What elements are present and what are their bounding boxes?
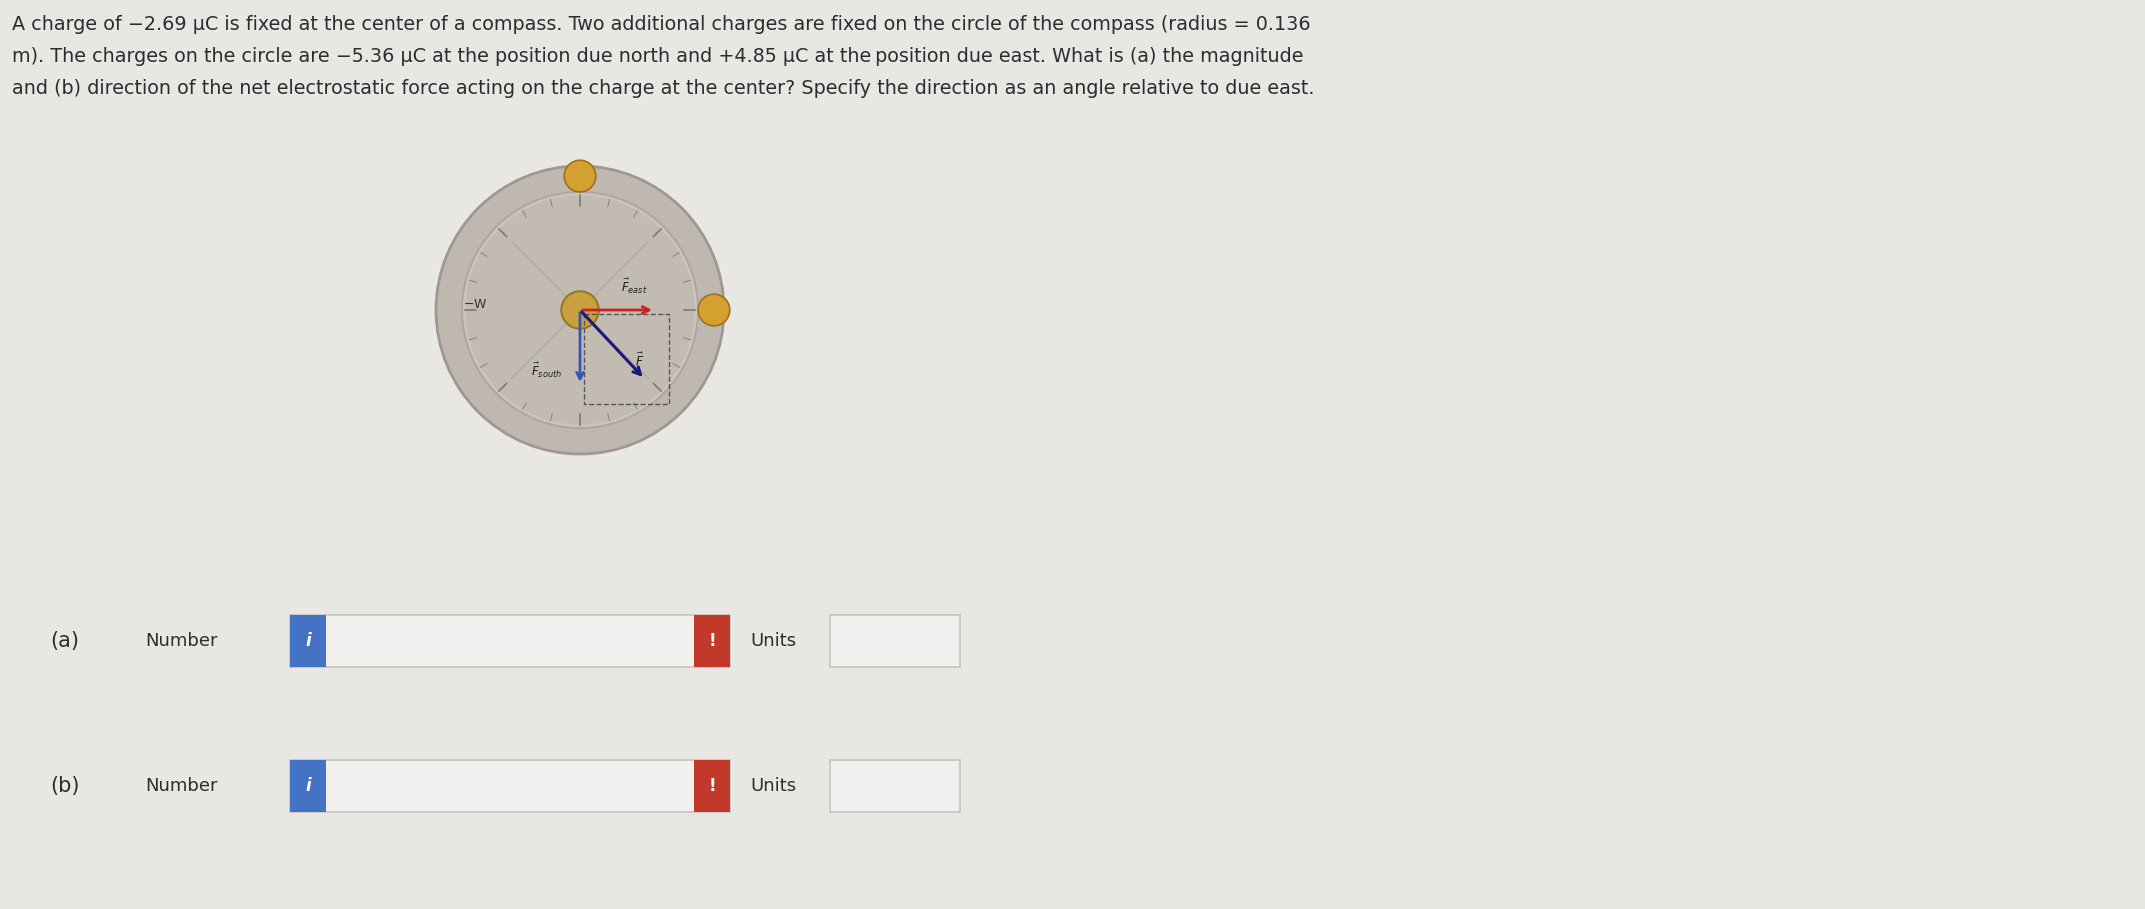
- Circle shape: [435, 166, 725, 454]
- FancyBboxPatch shape: [290, 760, 729, 813]
- Text: (b): (b): [49, 776, 79, 796]
- Text: m). The charges on the circle are −5.36 μC at the position due north and +4.85 μ: m). The charges on the circle are −5.36 …: [13, 47, 1304, 66]
- Text: !: !: [708, 777, 716, 795]
- FancyBboxPatch shape: [830, 760, 961, 813]
- FancyBboxPatch shape: [695, 614, 729, 667]
- Text: °: °: [875, 777, 884, 795]
- Text: $\vec{F}_{east}$: $\vec{F}_{east}$: [622, 276, 648, 295]
- Circle shape: [562, 291, 598, 329]
- Text: $\vec{F}_{south}$: $\vec{F}_{south}$: [532, 361, 562, 380]
- Text: $-$W: $-$W: [463, 298, 487, 311]
- Text: i: i: [305, 632, 311, 650]
- Text: Number: Number: [146, 777, 217, 795]
- FancyBboxPatch shape: [830, 614, 961, 667]
- FancyBboxPatch shape: [290, 614, 326, 667]
- Circle shape: [461, 192, 697, 428]
- Circle shape: [697, 295, 729, 325]
- Text: !: !: [708, 632, 716, 650]
- Text: Units: Units: [751, 777, 796, 795]
- FancyBboxPatch shape: [695, 760, 729, 813]
- FancyBboxPatch shape: [290, 760, 326, 813]
- Text: Units: Units: [751, 632, 796, 650]
- Text: A charge of −2.69 μC is fixed at the center of a compass. Two additional charges: A charge of −2.69 μC is fixed at the cen…: [13, 15, 1311, 34]
- Text: ∨: ∨: [931, 779, 942, 794]
- FancyBboxPatch shape: [290, 614, 729, 667]
- Text: (a): (a): [49, 631, 79, 651]
- Text: $\vec{F}$: $\vec{F}$: [635, 352, 644, 369]
- Text: i: i: [305, 777, 311, 795]
- Text: N: N: [873, 632, 886, 650]
- Text: and (b) direction of the net electrostatic force acting on the charge at the cen: and (b) direction of the net electrostat…: [13, 79, 1315, 98]
- Text: Number: Number: [146, 632, 217, 650]
- Circle shape: [465, 195, 695, 425]
- Text: ∨: ∨: [931, 634, 942, 648]
- Circle shape: [564, 160, 596, 192]
